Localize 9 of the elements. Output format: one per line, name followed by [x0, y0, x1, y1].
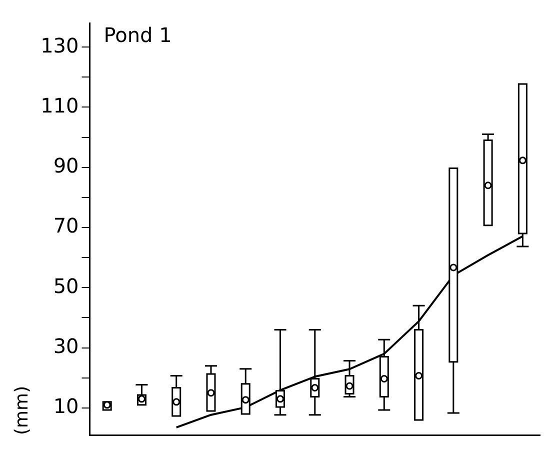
y-tick-label: 110 [40, 93, 79, 118]
y-axis-title: (mm) [11, 386, 32, 435]
y-tick-label: 10 [53, 394, 79, 418]
y-tick-label: 30 [53, 334, 79, 358]
y-tick-label: 50 [53, 274, 79, 298]
y-tick-label: 90 [53, 154, 79, 178]
y-tick-label: 70 [53, 214, 79, 238]
chart-title: Pond 1 [104, 23, 172, 48]
y-tick-label: 130 [40, 33, 79, 58]
